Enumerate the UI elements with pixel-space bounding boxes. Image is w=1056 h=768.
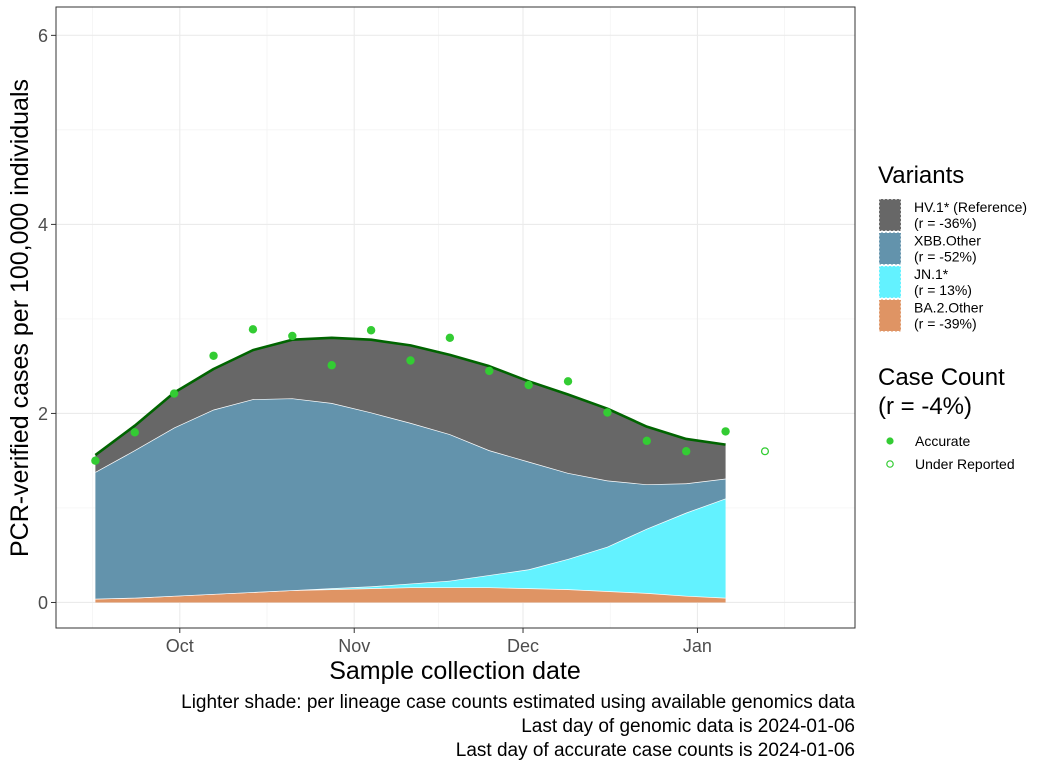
area-xbb-other <box>95 398 726 599</box>
accurate-point <box>327 361 336 370</box>
legend-under-reported-label: Under Reported <box>915 456 1015 472</box>
accurate-point <box>209 351 218 360</box>
caption-line-3: Last day of accurate case counts is 2024… <box>456 740 855 761</box>
legend-key-swatch <box>878 299 902 332</box>
y-axis: 0 2 4 6 <box>38 26 56 613</box>
area-hv-1-reference <box>95 337 726 485</box>
accurate-point <box>169 389 179 398</box>
accurate-point <box>603 408 612 417</box>
accurate-point <box>721 427 730 436</box>
legend-key-name: JN.1* <box>914 266 949 282</box>
y-tick-label: 6 <box>38 26 48 46</box>
x-axis-title: Sample collection date <box>329 657 581 685</box>
x-axis: Oct Nov Dec Jan <box>166 628 712 656</box>
y-axis-title: PCR-verified cases per 100,000 individua… <box>6 79 34 557</box>
legend-key-swatch <box>878 198 902 232</box>
accurate-point <box>248 325 258 334</box>
legend-key-correlation: (r = 13%) <box>914 282 972 298</box>
area-jn-1 <box>95 498 726 599</box>
accurate-point <box>524 380 533 390</box>
y-tick-label: 2 <box>38 404 48 424</box>
legend-key-correlation: (r = -52%) <box>914 249 977 265</box>
case-count-points <box>91 325 770 465</box>
accurate-point <box>445 333 455 343</box>
stacked-areas <box>95 337 726 603</box>
accurate-point <box>288 331 297 341</box>
caption-line-1: Lighter shade: per lineage case counts e… <box>181 692 855 713</box>
accurate-point <box>91 456 100 465</box>
plot-border <box>55 6 856 629</box>
variant-legend-keys: HV.1* (Reference)(r = -36%)XBB.Other(r =… <box>878 198 1027 332</box>
accurate-point <box>130 428 139 437</box>
case-count-legend-subtitle: (r = -4%) <box>878 393 972 420</box>
accurate-point <box>366 326 376 335</box>
x-tick-label: Nov <box>338 636 370 656</box>
legend-key-swatch <box>878 232 902 265</box>
legend-accurate-label: Accurate <box>915 433 970 449</box>
case-count-legend-title: Case Count <box>878 364 1005 391</box>
variants-legend-title: Variants <box>878 162 964 189</box>
area-ba-2-other <box>95 587 726 603</box>
x-tick-label: Jan <box>683 636 712 656</box>
accurate-point <box>642 436 652 446</box>
legend-key-name: XBB.Other <box>914 233 981 249</box>
legend-key-swatch <box>878 265 902 299</box>
y-tick-label: 4 <box>38 215 48 235</box>
legend-key-name: HV.1* (Reference) <box>914 199 1027 215</box>
accurate-point <box>406 356 415 365</box>
legend-under-reported-point <box>886 460 894 468</box>
total-line <box>94 336 726 457</box>
accurate-point <box>485 366 494 376</box>
legend-key-name: BA.2.Other <box>914 300 984 316</box>
under-reported-point <box>760 447 770 456</box>
accurate-point <box>563 377 573 386</box>
x-tick-label: Dec <box>507 636 539 656</box>
legend-key-correlation: (r = -39%) <box>914 316 977 332</box>
total-line-group <box>94 336 726 457</box>
legend: Variants HV.1* (Reference)(r = -36%) XBB.… <box>878 162 1027 472</box>
legend-accurate-point <box>886 437 894 445</box>
accurate-point <box>682 447 691 456</box>
y-tick-label: 0 <box>38 593 48 613</box>
x-tick-label: Oct <box>166 636 194 656</box>
legend-key-correlation: (r = -36%) <box>914 215 977 231</box>
caption-line-2: Last day of genomic data is 2024-01-06 <box>521 716 855 737</box>
